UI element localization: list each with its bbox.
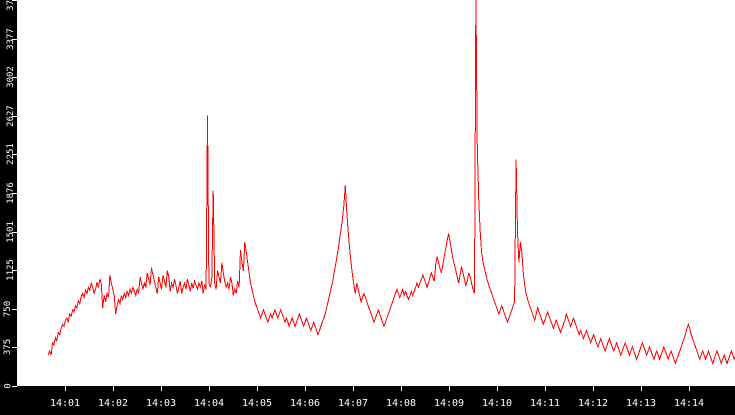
x-axis-tick-label: 14:07 xyxy=(337,398,369,409)
x-axis-tick xyxy=(401,386,402,391)
x-axis-tick-label: 14:03 xyxy=(145,398,177,409)
x-axis-tick xyxy=(209,386,210,391)
y-axis-tick-label: 3377 xyxy=(5,28,16,50)
x-axis-tick-label: 14:02 xyxy=(97,398,129,409)
y-axis-tick-label: 2251 xyxy=(5,143,16,165)
y-axis-tick xyxy=(12,232,17,233)
x-axis-tick-label: 14:09 xyxy=(433,398,465,409)
y-axis-tick xyxy=(12,77,17,78)
y-axis-tick xyxy=(12,309,17,310)
x-axis-tick xyxy=(641,386,642,391)
y-axis-tick xyxy=(12,193,17,194)
plot-area xyxy=(17,0,735,386)
x-axis-tick xyxy=(545,386,546,391)
y-axis-tick-label: 375 xyxy=(3,338,14,356)
x-axis-tick xyxy=(257,386,258,391)
x-axis-tick xyxy=(689,386,690,391)
x-axis-tick xyxy=(65,386,66,391)
y-axis-tick-label: 1501 xyxy=(5,221,16,243)
y-axis-tick-label: 750 xyxy=(3,300,14,318)
x-axis-tick-label: 14:04 xyxy=(193,398,225,409)
x-axis-tick xyxy=(353,386,354,391)
y-axis-tick xyxy=(12,39,17,40)
y-axis-tick-label: 0 xyxy=(3,383,14,389)
y-axis-tick-label: 3002 xyxy=(5,66,16,88)
x-axis-tick-label: 14:01 xyxy=(49,398,81,409)
x-axis-tick-label: 14:06 xyxy=(289,398,321,409)
x-axis-tick xyxy=(113,386,114,391)
y-axis-tick xyxy=(12,386,17,387)
y-axis-tick-label: 2627 xyxy=(5,105,16,127)
x-axis-tick-label: 14:12 xyxy=(577,398,609,409)
x-axis-tick-label: 14:11 xyxy=(529,398,561,409)
y-axis-tick xyxy=(12,0,17,1)
y-axis-tick xyxy=(12,154,17,155)
y-axis-strip xyxy=(0,0,17,415)
x-axis-tick xyxy=(305,386,306,391)
x-axis-tick-label: 14:13 xyxy=(625,398,657,409)
y-axis-tick-label: 1876 xyxy=(5,182,16,204)
x-axis-tick-label: 14:14 xyxy=(673,398,705,409)
x-axis-tick xyxy=(449,386,450,391)
x-axis-tick xyxy=(161,386,162,391)
x-axis-tick-label: 14:05 xyxy=(241,398,273,409)
x-axis-tick-label: 14:10 xyxy=(481,398,513,409)
y-axis-tick xyxy=(12,116,17,117)
y-axis-tick-label: 1125 xyxy=(5,259,16,281)
x-axis-strip xyxy=(0,386,735,415)
y-axis-tick xyxy=(12,270,17,271)
y-axis-tick xyxy=(12,347,17,348)
traffic-series-line xyxy=(47,0,735,365)
x-axis-tick xyxy=(497,386,498,391)
x-axis-tick-label: 14:08 xyxy=(385,398,417,409)
traffic-line-chart xyxy=(47,0,735,365)
x-axis-tick xyxy=(593,386,594,391)
y-axis-tick-label: 3753 xyxy=(5,0,16,11)
